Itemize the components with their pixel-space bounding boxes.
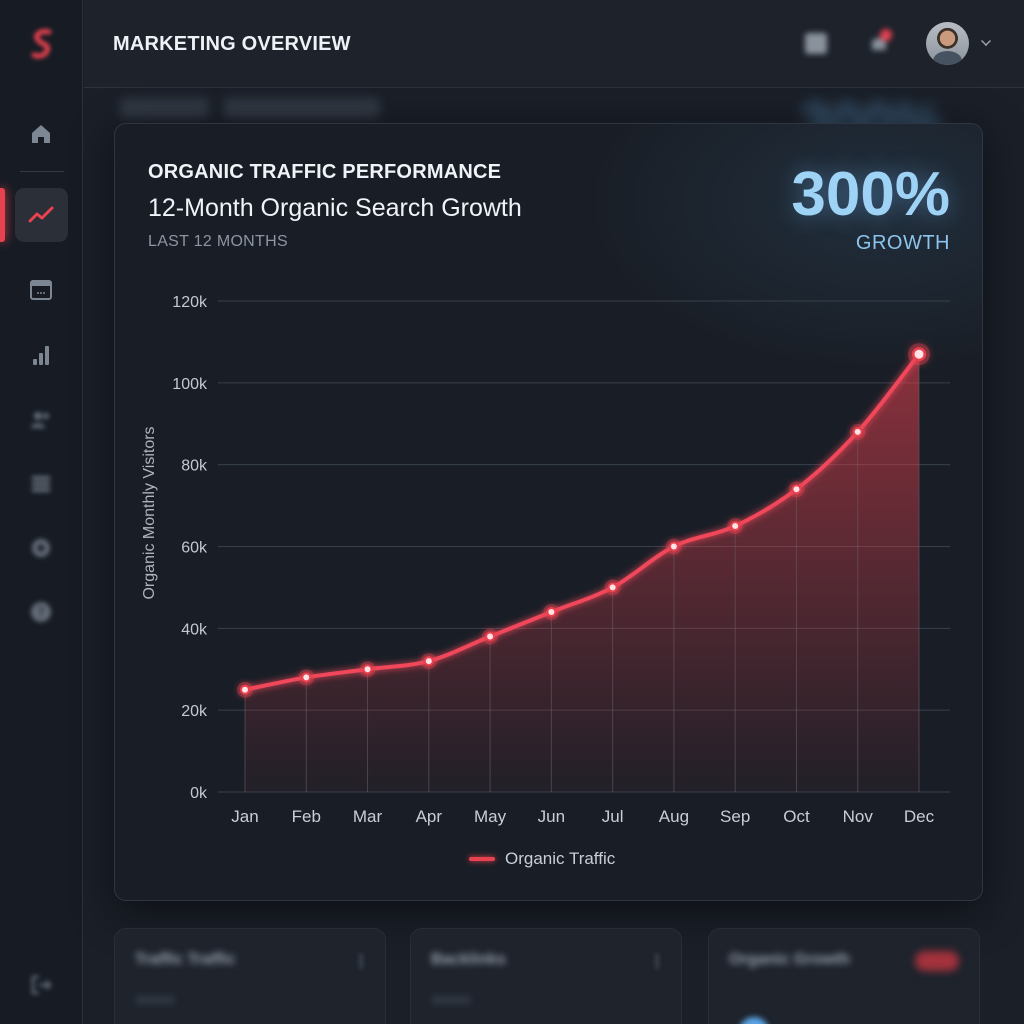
bottom-card-title: Organic Growth [729,951,850,968]
legend-swatch [469,857,495,861]
sidebar: ? [0,0,83,1024]
x-tick-label: Jun [538,807,565,826]
x-tick-label: May [474,807,507,826]
y-tick-label: 120k [172,294,208,311]
gear-icon[interactable] [26,533,56,563]
indicator-dot [739,1017,769,1024]
x-tick-label: Feb [292,807,321,826]
list-icon[interactable] [26,469,56,499]
bottom-card-3[interactable]: Organic Growth [708,928,980,1024]
y-tick-label: 100k [172,376,208,393]
x-tick-label: Nov [843,807,874,826]
avatar[interactable] [926,22,969,65]
bell-icon[interactable] [864,28,894,58]
page-title: MARKETING OVERVIEW [113,33,351,55]
x-tick-label: Oct [783,807,810,826]
home-icon[interactable] [26,119,56,149]
nav-divider [20,171,64,172]
x-tick-label: Sep [720,807,750,826]
area-fill [245,354,919,792]
active-indicator [0,188,5,242]
growth-kpi: 300% GROWTH [791,164,950,255]
x-axis-ticks: Jan Feb Mar Apr May Jun Jul Aug Sep Oct Nov Dec [231,807,934,826]
brand-logo-icon[interactable] [26,26,58,62]
x-tick-label: Aug [659,807,689,826]
bottom-card-1[interactable]: Traffic Traffic [114,928,386,1024]
svg-text:?: ? [38,606,45,621]
placeholder [135,995,175,1005]
growth-value: 300% [791,160,950,229]
y-tick-label: 0k [190,785,208,802]
data-points [237,343,930,698]
x-tick-label: Apr [416,807,443,826]
x-tick-label: Mar [353,807,383,826]
browser-window-icon[interactable] [26,275,56,305]
x-tick-label: Jul [602,807,624,826]
calendar-icon[interactable] [801,28,831,58]
bar-chart-icon[interactable] [26,340,56,370]
y-tick-label: 40k [181,621,208,638]
y-tick-label: 80k [181,458,208,475]
bottom-card-2[interactable]: Backlinks [410,928,682,1024]
more-icon[interactable] [359,953,363,969]
top-bar: MARKETING OVERVIEW [84,0,1024,88]
traffic-chart: 0k 20k 40k 60k 80k 100k 120k Organic Monthly V… [141,294,950,826]
card-subtitle: 12-Month Organic Search Growth [148,194,522,222]
y-axis-ticks: 0k 20k 40k 60k 80k 100k 120k [172,294,208,802]
bottom-card-title: Backlinks [431,951,506,968]
bottom-card-title: Traffic Traffic [135,951,236,968]
trend-line-icon[interactable] [26,200,56,230]
help-icon[interactable]: ? [26,597,56,627]
y-axis-label: Organic Monthly Visitors [141,426,158,599]
background-section-title [120,98,380,118]
organic-traffic-card: ORGANIC TRAFFIC PERFORMANCE 12-Month Org… [114,123,983,901]
status-badge [915,951,959,971]
placeholder [431,995,471,1005]
card-period: LAST 12 MONTHS [148,233,288,250]
x-tick-label: Dec [904,807,935,826]
more-icon[interactable] [655,953,659,969]
growth-label: GROWTH [855,232,950,254]
chart-legend[interactable]: Organic Traffic [469,849,615,869]
logout-icon[interactable] [26,970,56,1000]
chevron-down-icon[interactable] [981,36,991,46]
card-eyebrow: ORGANIC TRAFFIC PERFORMANCE [148,161,502,183]
legend-label: Organic Traffic [505,849,616,868]
y-tick-label: 20k [181,703,208,720]
x-tick-label: Jan [231,807,258,826]
point-droplines [244,354,920,792]
sidebar-item-analytics[interactable] [15,188,68,242]
users-icon[interactable] [26,405,56,435]
y-tick-label: 60k [181,540,208,557]
